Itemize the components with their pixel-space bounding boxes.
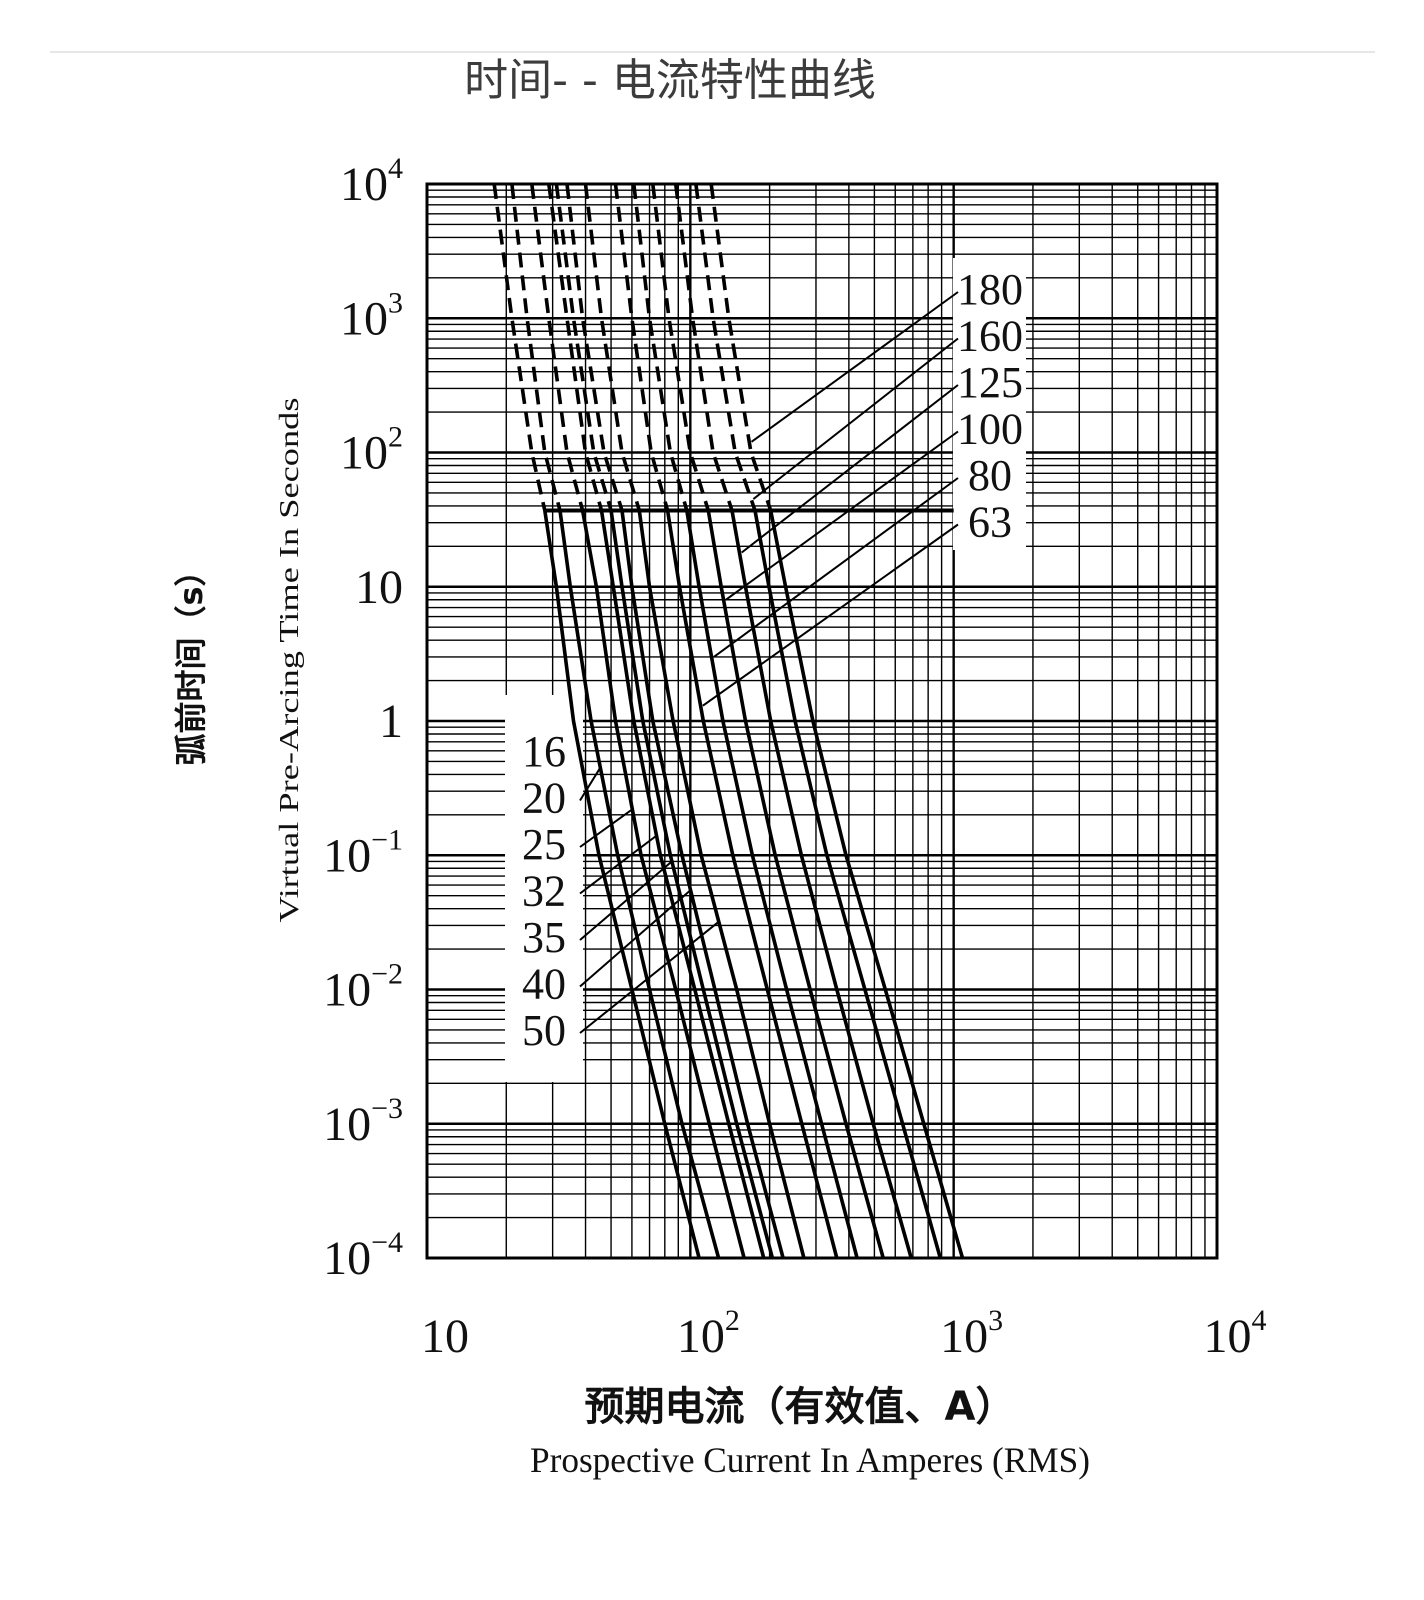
series-25-curve: [580, 510, 746, 1259]
series-label-32: 32: [522, 867, 566, 916]
x-axis-label: Prospective Current In Amperes (RMS): [530, 1440, 1090, 1480]
series-180-dashed-curve: [709, 183, 773, 512]
series-label-160: 160: [957, 312, 1023, 361]
series-40-dashed-curve: [565, 183, 624, 512]
series-63-curve: [665, 510, 839, 1259]
series-63-dashed-curve: [613, 183, 670, 511]
series-80-dashed-curve: [632, 183, 689, 511]
y-tick-label: 10: [355, 561, 403, 614]
y-tick-label: 10−2: [323, 958, 403, 1017]
series-50-dashed-curve: [583, 183, 642, 512]
y-tick-label: 103: [340, 286, 403, 345]
series-16-curve: [543, 510, 701, 1259]
y-axis-label: Virtual Pre-Arcing Time In Seconds: [274, 398, 304, 923]
series-label-80: 80: [968, 451, 1012, 500]
series-32-dashed-curve: [547, 183, 604, 511]
y-axis-label-zh: 弧前时间（s）: [172, 554, 210, 765]
y-tick-label: 104: [340, 152, 403, 211]
low-series-label-box: [505, 695, 583, 1082]
curves: [492, 183, 965, 1259]
series-20-dashed-curve: [510, 183, 562, 511]
series-label-63: 63: [968, 498, 1012, 547]
y-tick-label: 102: [340, 421, 403, 480]
x-tick-label: 102: [677, 1304, 740, 1363]
series-50-curve: [637, 510, 806, 1259]
series-35-curve: [609, 510, 775, 1259]
series-160-dashed-curve: [694, 183, 757, 512]
leader-line-35: [579, 860, 673, 941]
y-tick-label: 10−1: [323, 823, 403, 882]
leader-line-25: [579, 808, 633, 848]
x-tick-label: 104: [1204, 1304, 1267, 1363]
series-label-180: 180: [957, 265, 1023, 314]
series-125-curve: [730, 510, 913, 1259]
y-tick-label: 1: [379, 695, 403, 748]
series-label-25: 25: [522, 820, 566, 869]
leader-line-100: [725, 430, 959, 601]
series-32-curve: [599, 510, 766, 1259]
leader-line-50: [579, 920, 720, 1034]
x-axis-label-zh: 预期电流（有效值、A）: [585, 1384, 1016, 1430]
series-20-curve: [558, 510, 721, 1259]
series-100-dashed-curve: [651, 183, 711, 512]
series-label-100: 100: [957, 405, 1023, 454]
plot-frame: [425, 182, 1219, 1260]
series-label-50: 50: [522, 1006, 566, 1055]
high-series-label-box: [953, 258, 1026, 550]
chart-title: 时间- - 电流特性曲线: [464, 55, 876, 106]
leader-line-40: [579, 889, 692, 988]
series-35-dashed-curve: [554, 183, 613, 512]
series-25-dashed-curve: [530, 183, 585, 511]
series-label-16: 16: [522, 727, 566, 776]
series-100-curve: [706, 510, 885, 1259]
leader-line-125: [741, 384, 959, 554]
x-tick-label: 10: [421, 1310, 469, 1363]
leader-line-20: [579, 767, 602, 802]
x-tick-label: 103: [940, 1304, 1003, 1363]
series-125-dashed-curve: [673, 183, 734, 512]
y-tick-label: 10−3: [323, 1092, 403, 1151]
leader-line-16: [576, 741, 581, 755]
series-label-40: 40: [522, 960, 566, 1009]
series-80-curve: [685, 510, 859, 1259]
series-label-125: 125: [957, 358, 1023, 407]
series-16-dashed-curve: [492, 183, 547, 511]
series-40-curve: [620, 510, 785, 1259]
leader-line-80: [713, 477, 959, 658]
leader-line-32: [579, 834, 658, 895]
series-160-curve: [753, 510, 943, 1259]
leader-line-63: [702, 523, 959, 707]
leader-line-180: [750, 291, 959, 443]
y-tick-label: 10−4: [323, 1226, 403, 1285]
x-tick-labels: 10 102 103 104: [421, 1304, 1267, 1363]
leader-line-160: [752, 337, 959, 500]
series-label-35: 35: [522, 913, 566, 962]
series-180-curve: [768, 510, 965, 1259]
series-label-20: 20: [522, 774, 566, 823]
leader-lines: [576, 291, 959, 1034]
label-boxes: [505, 258, 1026, 1082]
